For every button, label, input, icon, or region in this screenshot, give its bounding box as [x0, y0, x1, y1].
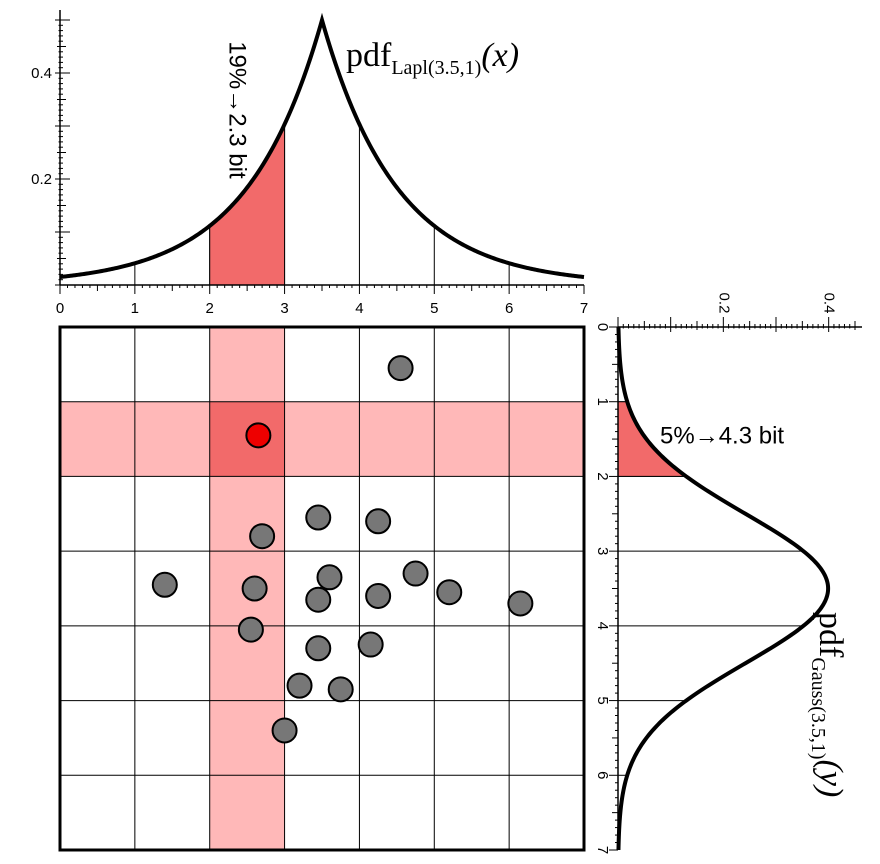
highlight-bands: [60, 327, 584, 850]
scatter-point: [365, 582, 392, 609]
top-x-tick-label: 6: [505, 300, 513, 317]
top-shaded-annotation: 19%→2.3 bit: [224, 41, 251, 179]
scatter-point: [249, 523, 276, 550]
scatter-frame: [58, 325, 586, 852]
gaussian-curve: [616, 326, 831, 851]
scatter-point: [237, 616, 264, 643]
top-y-tick-label: 0.2: [31, 171, 52, 188]
scatter-point: [316, 564, 343, 591]
right-pdf-label: pdfGauss(3.5,1)(y): [807, 612, 849, 797]
scatter-point: [507, 590, 534, 617]
scatter-points: [151, 355, 534, 744]
scatter-point: [387, 355, 414, 382]
right-density-tick-label: 0.2: [715, 293, 732, 314]
top-pdf-label-sub: Lapl(3.5,1): [391, 57, 481, 79]
scatter-point: [241, 575, 268, 602]
top-x-tick-label: 3: [280, 300, 288, 317]
scatter-point: [402, 560, 429, 587]
scatter-point: [271, 717, 298, 744]
top-x-tick-label: 7: [580, 300, 588, 317]
top-x-tick-label: 4: [355, 300, 363, 317]
right-y-tick-label: 0: [594, 323, 611, 331]
top-x-tick-label: 0: [56, 300, 64, 317]
top-pdf-label-main: pdf: [346, 37, 392, 74]
right-shaded-annotation: 5%→4.3 bit: [660, 422, 784, 449]
top-x-tick-label: 2: [206, 300, 214, 317]
top-pdf-label-arg: (x): [481, 37, 519, 74]
right-pdf-label-main: pdf: [812, 612, 849, 658]
right-pdf-label-arg: (y): [812, 760, 849, 798]
scatter-point: [436, 579, 463, 606]
right-pdf-label-sub: Gauss(3.5,1): [807, 657, 829, 759]
right-y-tick-label: 3: [594, 547, 611, 555]
scatter-point: [286, 672, 313, 699]
scatter-point: [151, 571, 178, 598]
right-y-tick-label: 1: [594, 398, 611, 406]
top-x-tick-label: 1: [131, 300, 139, 317]
top-y-tick-label: 0.4: [31, 65, 52, 82]
scatter-point: [305, 504, 332, 531]
right-y-tick-label: 5: [594, 696, 611, 704]
right-density-tick-label: 0.4: [821, 293, 838, 314]
right-y-tick-label: 4: [594, 622, 611, 630]
scatter-point: [305, 586, 332, 613]
right-y-tick-label: 2: [594, 472, 611, 480]
right-y-tick-label: 7: [594, 846, 611, 854]
scatter-point: [365, 508, 392, 535]
scatter-point: [327, 676, 354, 703]
y-highlight-band: [60, 401, 584, 477]
top-pdf-label: pdfLapl(3.5,1)(x): [346, 37, 519, 79]
scatter-point: [305, 635, 332, 662]
top-marginal-plot: 0 1 2 3 4 5 6 7 0.2 0.4: [31, 10, 588, 317]
scatter-grid: [58, 325, 586, 852]
laplace-curve: [59, 12, 585, 279]
highlighted-point: [245, 422, 272, 449]
right-y-tick-label: 6: [594, 771, 611, 779]
scatter-point: [357, 631, 384, 658]
top-x-tick-label: 5: [430, 300, 438, 317]
right-marginal-plot: 0 1 2 3 4 5 6 7 0.2 0.4: [594, 293, 862, 854]
